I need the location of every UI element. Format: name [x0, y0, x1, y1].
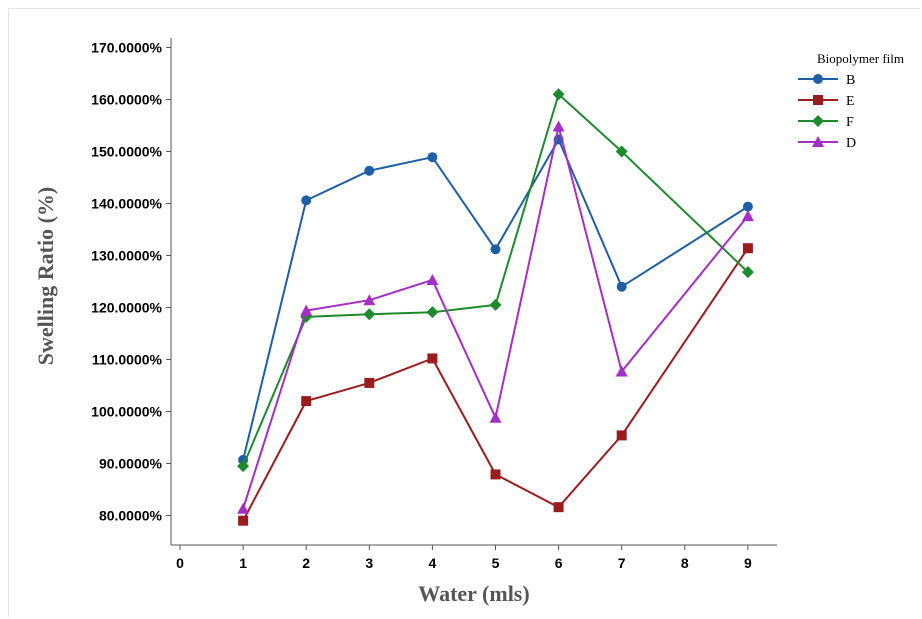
- data-point-f: [741, 266, 754, 279]
- legend-marker: [812, 136, 824, 147]
- legend-title: Biopolymer film: [817, 51, 904, 66]
- data-point-e: [553, 502, 564, 513]
- data-point-b: [490, 244, 501, 255]
- data-point-d: [741, 209, 754, 221]
- data-point-b: [364, 165, 375, 176]
- y-tick-label: 110.0000%: [92, 352, 163, 368]
- data-series: [237, 88, 754, 526]
- data-point-d: [489, 411, 502, 423]
- legend-label: B: [846, 73, 855, 88]
- data-point-e: [238, 515, 249, 526]
- y-axis-title: Swelling Ratio (%): [33, 187, 58, 365]
- data-point-d: [300, 304, 313, 316]
- y-tick-label: 150.0000%: [91, 144, 162, 160]
- series-b: [238, 134, 753, 465]
- data-point-f: [552, 88, 565, 101]
- y-tick-label: 90.0000%: [99, 456, 163, 472]
- series-d: [237, 120, 754, 514]
- chart-frame: [8, 8, 920, 617]
- legend-label: D: [846, 136, 856, 151]
- data-point-f: [489, 298, 502, 311]
- series-line-d: [242, 125, 749, 510]
- data-point-d: [552, 120, 565, 132]
- x-tick-label: 8: [681, 555, 689, 571]
- legend-item-d: D: [798, 136, 856, 151]
- legend-label: F: [846, 115, 854, 130]
- data-point-d: [426, 273, 439, 285]
- legend-marker: [813, 74, 823, 84]
- series-e: [238, 243, 753, 526]
- series-line-b: [242, 138, 749, 461]
- y-tick-label: 170.0000%: [91, 40, 162, 56]
- x-tick-label: 6: [555, 555, 563, 571]
- data-point-b: [742, 201, 753, 212]
- series-line-e: [242, 247, 749, 522]
- data-point-d: [237, 502, 250, 514]
- data-point-e: [427, 353, 438, 364]
- data-point-e: [742, 243, 753, 254]
- y-tick-label: 140.0000%: [91, 196, 162, 212]
- data-point-f: [615, 145, 628, 158]
- data-point-d: [615, 365, 628, 377]
- x-tick-label: 5: [492, 555, 500, 571]
- x-axis: 0 1 2 3 4 5 6 7 8 9: [171, 544, 777, 571]
- data-point-b: [616, 281, 627, 292]
- x-tick-label: 4: [429, 555, 437, 571]
- y-axis: 80.0000% 90.0000% 100.0000% 110.0000% 120.00…: [91, 38, 172, 545]
- y-tick-label: 130.0000%: [91, 248, 162, 264]
- legend-marker: [812, 115, 824, 127]
- x-tick-label: 3: [365, 555, 373, 571]
- data-point-e: [301, 396, 312, 407]
- y-tick-label: 80.0000%: [99, 508, 163, 524]
- data-point-f: [426, 306, 439, 319]
- data-point-d: [363, 294, 376, 306]
- y-tick-label: 160.0000%: [91, 92, 162, 108]
- x-tick-label: 0: [176, 555, 184, 571]
- x-tick-label: 7: [618, 555, 626, 571]
- data-point-e: [616, 430, 627, 441]
- x-tick-label: 2: [302, 555, 310, 571]
- legend-item-f: F: [798, 115, 854, 130]
- legend-label: E: [846, 94, 855, 109]
- data-point-b: [301, 195, 312, 206]
- legend-marker: [813, 95, 823, 105]
- y-tick-label: 100.0000%: [91, 404, 162, 420]
- data-point-e: [490, 469, 501, 480]
- legend-item-e: E: [798, 94, 855, 109]
- x-tick-label: 1: [239, 555, 247, 571]
- data-point-b: [427, 152, 438, 163]
- legend-item-b: B: [798, 73, 855, 88]
- data-point-f: [237, 460, 250, 473]
- data-point-f: [363, 308, 376, 321]
- series-line-f: [242, 93, 749, 467]
- x-axis-title: Water (mls): [418, 581, 529, 606]
- x-tick-label: 9: [744, 555, 752, 571]
- data-point-e: [364, 377, 375, 388]
- y-tick-label: 120.0000%: [91, 300, 162, 316]
